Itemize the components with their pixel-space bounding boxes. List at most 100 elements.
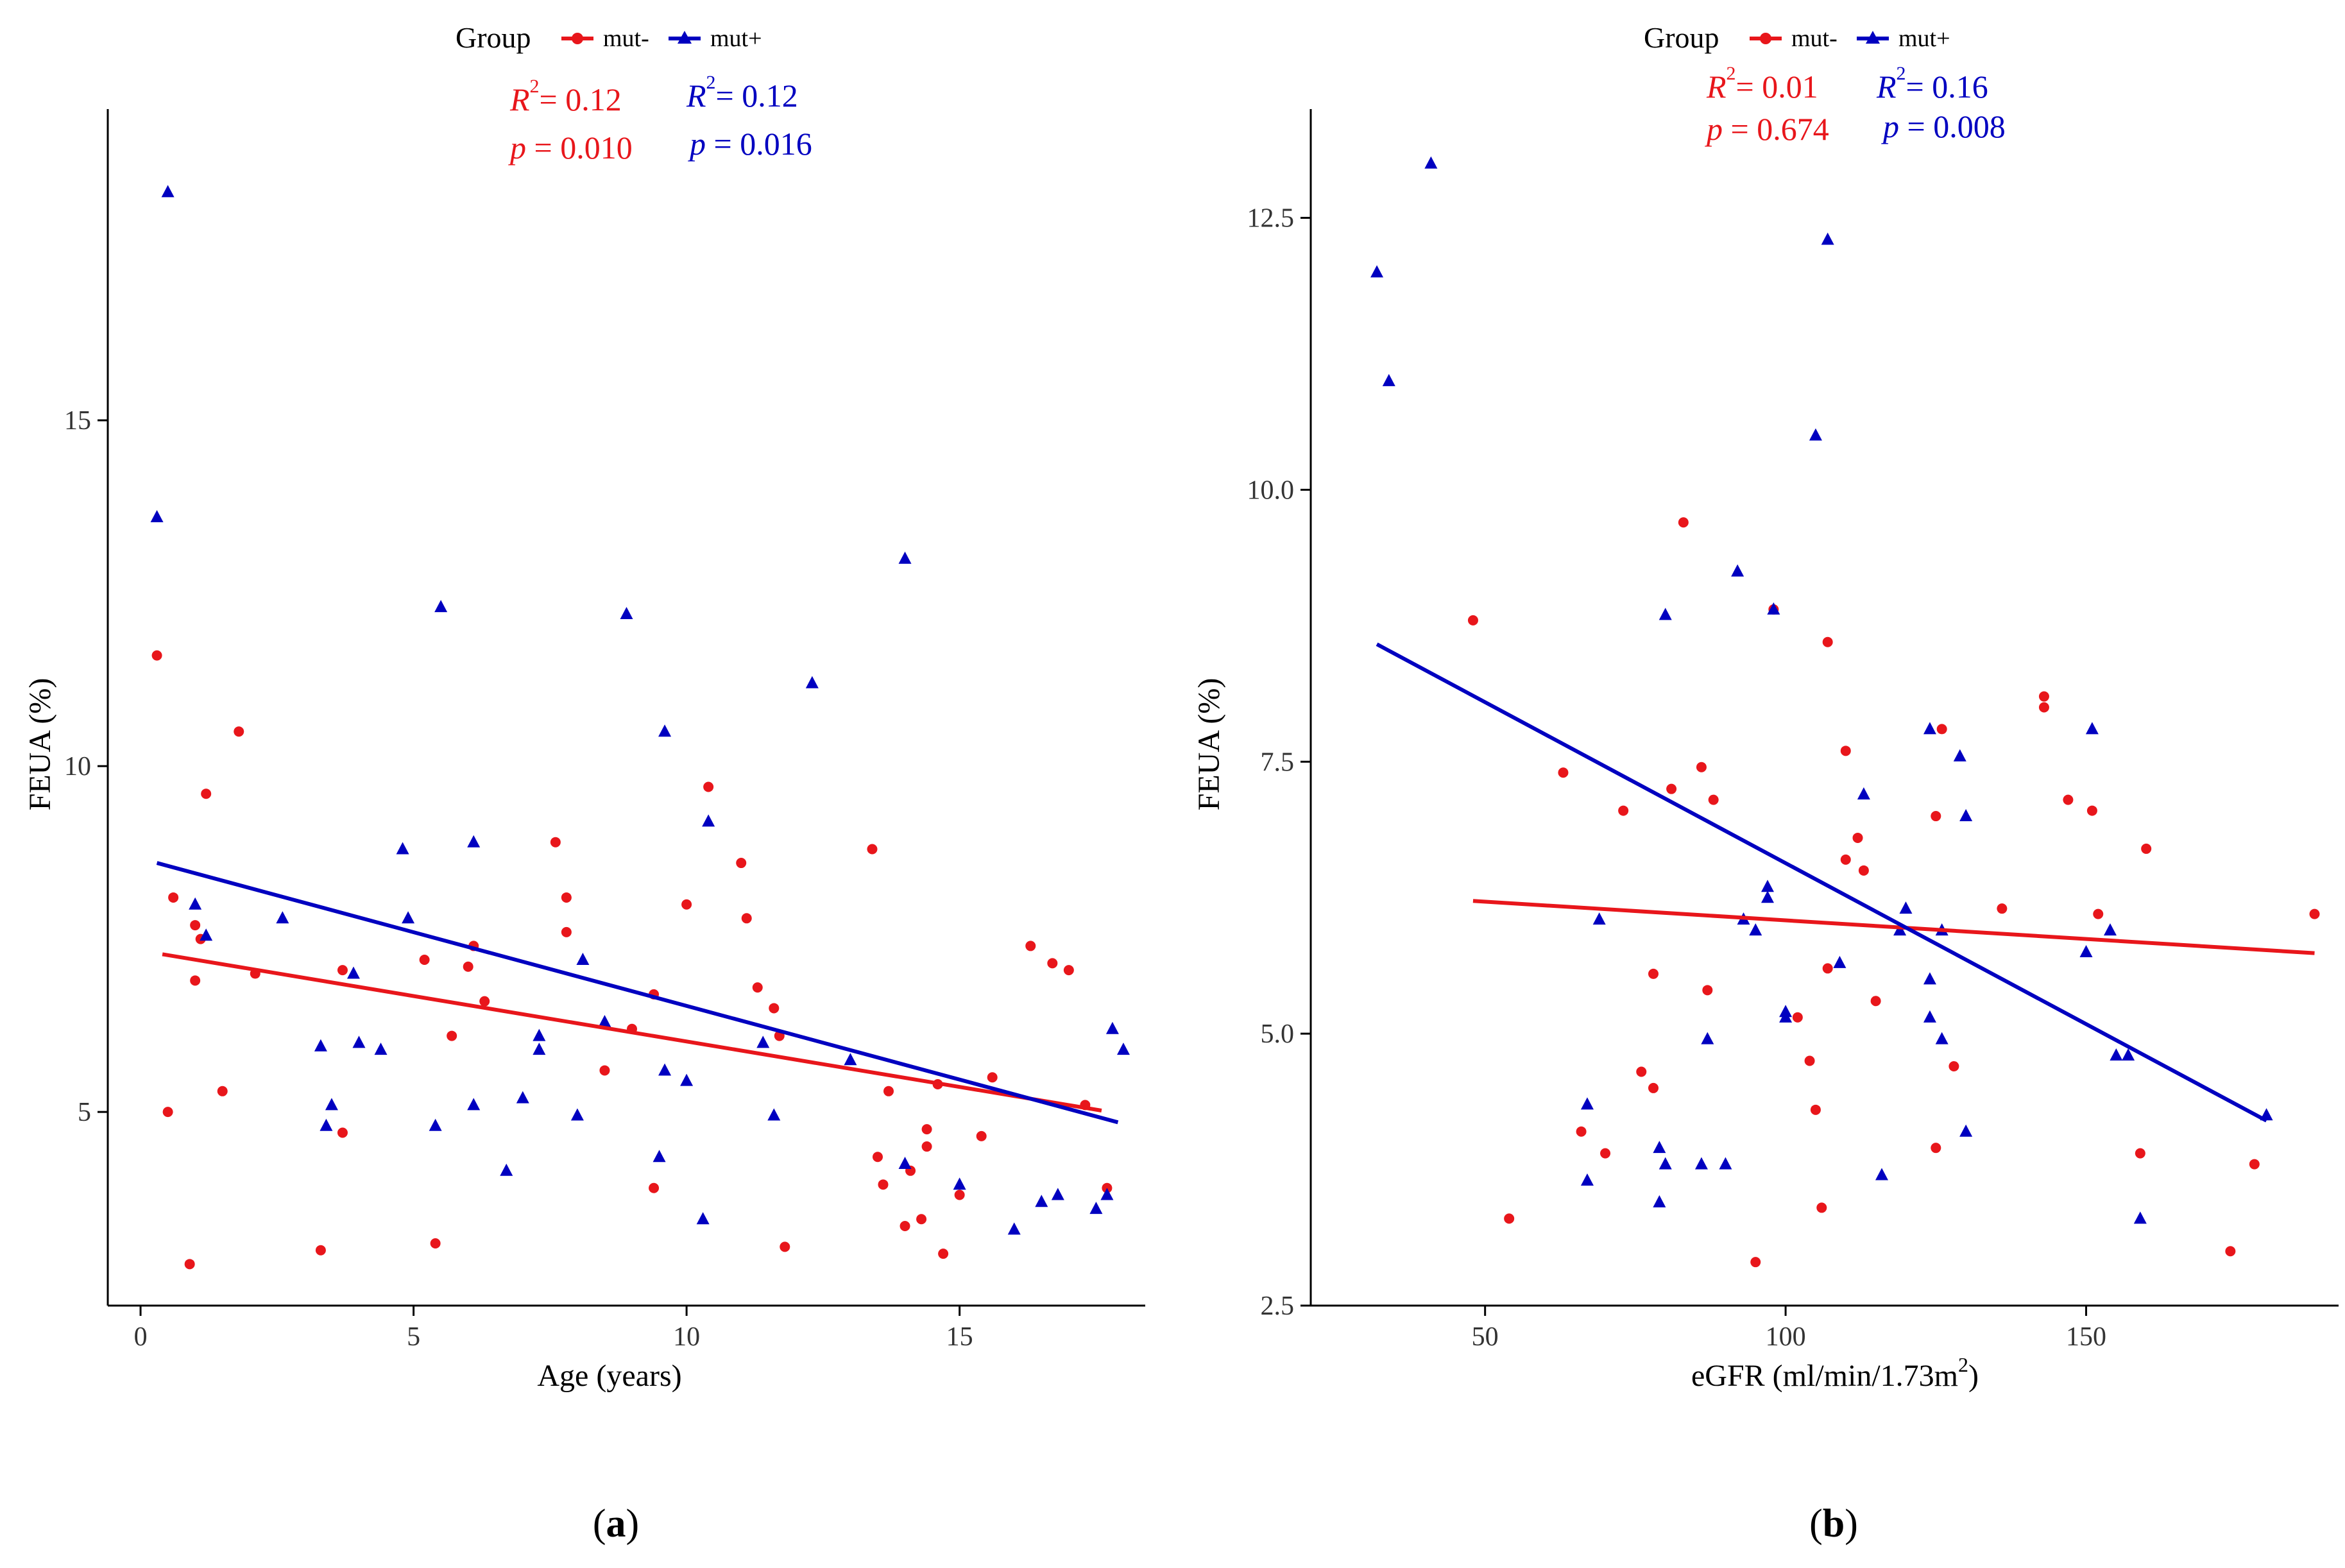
point-mut-plus-b — [1833, 955, 1846, 968]
point-mut-minus-b — [1840, 854, 1851, 865]
point-mut-plus-a — [756, 1035, 770, 1048]
point-mut-minus-a — [184, 1259, 195, 1270]
point-mut-plus-a — [570, 1108, 584, 1121]
point-mut-minus-a — [872, 1152, 883, 1163]
point-mut-minus-a — [736, 858, 747, 869]
point-mut-plus-b — [1761, 891, 1774, 903]
r2-label-mut-minus-b: R2= 0.01 — [1706, 63, 1818, 105]
x-tick-label-b: 50 — [1472, 1322, 1499, 1352]
point-mut-plus-b — [1779, 1010, 1793, 1023]
point-mut-minus-a — [463, 961, 473, 972]
p-value-mut-minus-a: = 0.010 — [534, 130, 633, 166]
x-tick-label-b: 100 — [1766, 1322, 1806, 1352]
x-axis-title-b-main: eGFR (ml/min/1.73m — [1691, 1359, 1958, 1393]
point-mut-plus-b — [1592, 912, 1606, 925]
point-mut-plus-a — [150, 510, 164, 523]
point-mut-plus-a — [189, 897, 202, 910]
y-tick-label-b: 2.5 — [1261, 1291, 1295, 1321]
point-mut-minus-b — [1997, 903, 2008, 914]
point-mut-plus-a — [658, 1063, 672, 1076]
point-mut-plus-a — [396, 842, 409, 855]
point-mut-minus-a — [447, 1030, 457, 1041]
legend-label-mut-plus-a: mut+ — [710, 25, 762, 52]
point-mut-minus-b — [1870, 996, 1881, 1007]
x-axis-title-b-close: ) — [1968, 1359, 1979, 1393]
point-mut-minus-b — [2141, 843, 2152, 854]
point-mut-minus-a — [703, 781, 714, 792]
point-mut-minus-a — [162, 1107, 173, 1118]
point-mut-plus-b — [1580, 1097, 1594, 1110]
point-mut-plus-a — [576, 952, 590, 965]
point-mut-minus-b — [1648, 968, 1659, 979]
point-mut-plus-a — [500, 1163, 513, 1176]
legend-title-b: Group — [1644, 21, 1719, 54]
point-mut-plus-a — [767, 1108, 781, 1121]
point-mut-plus-b — [1719, 1157, 1732, 1170]
y-tick-label-b: 7.5 — [1261, 747, 1295, 777]
point-mut-minus-a — [752, 982, 763, 993]
point-mut-minus-b — [1810, 1104, 1821, 1115]
point-mut-minus-b — [1816, 1202, 1827, 1213]
legend-label-mut-plus-b: mut+ — [1898, 25, 1950, 52]
point-mut-minus-a — [337, 1127, 348, 1138]
point-mut-plus-a — [1051, 1188, 1064, 1200]
point-mut-plus-b — [1767, 602, 1780, 615]
point-mut-minus-a — [780, 1241, 790, 1252]
point-mut-minus-a — [954, 1189, 965, 1200]
point-mut-minus-a — [201, 788, 212, 799]
point-mut-plus-a — [161, 185, 175, 198]
point-mut-minus-b — [2225, 1246, 2236, 1257]
point-mut-minus-b — [1822, 636, 1833, 647]
y-tick-label-b: 12.5 — [1247, 204, 1295, 234]
point-mut-plus-a — [898, 1157, 912, 1170]
point-mut-plus-a — [1100, 1188, 1114, 1200]
point-mut-plus-a — [346, 966, 360, 979]
point-mut-plus-b — [1821, 232, 1834, 245]
point-mut-plus-a — [702, 814, 715, 827]
x-axis-title-b: eGFR (ml/min/1.73m2) — [1691, 1353, 1979, 1393]
point-mut-minus-b — [1467, 615, 1478, 626]
point-mut-minus-b — [1948, 1061, 1959, 1071]
point-mut-plus-b — [1923, 972, 1936, 985]
legend-label-mut-minus-b: mut- — [1791, 25, 1838, 52]
point-mut-plus-a — [402, 911, 415, 924]
point-mut-minus-b — [1708, 794, 1719, 805]
point-mut-plus-a — [429, 1118, 442, 1131]
point-mut-minus-a — [878, 1179, 889, 1190]
point-mut-minus-a — [430, 1238, 441, 1248]
point-mut-minus-a — [151, 650, 162, 661]
point-mut-minus-b — [1804, 1055, 1815, 1066]
legend-marker-mut-minus-a — [572, 33, 583, 44]
panel-label-b: (b) — [1809, 1502, 1858, 1546]
point-mut-minus-a — [419, 954, 430, 965]
legend-a: Group mut- mut+ — [456, 21, 762, 54]
point-mut-plus-b — [1580, 1173, 1594, 1186]
p-value-mut-plus-a: = 0.016 — [714, 126, 812, 162]
x-axis-title-b-sup: 2 — [1958, 1353, 1968, 1376]
point-mut-plus-b — [2079, 944, 2093, 957]
point-mut-minus-a — [561, 926, 572, 937]
fit-line-mut-plus-a — [156, 861, 1119, 1125]
point-mut-minus-b — [2038, 691, 2049, 702]
r2-label-mut-plus-a: R2= 0.12 — [686, 72, 798, 114]
point-mut-minus-a — [741, 913, 752, 924]
point-mut-plus-a — [467, 1098, 481, 1111]
y-tick-label-a: 5 — [78, 1098, 91, 1127]
point-mut-minus-a — [1025, 941, 1036, 951]
point-mut-minus-a — [867, 844, 878, 855]
point-mut-plus-b — [1959, 809, 1973, 822]
x-tick-label-a: 10 — [673, 1322, 700, 1352]
point-mut-plus-b — [1659, 608, 1672, 620]
r2-label-mut-plus-b: R2= 0.16 — [1876, 63, 1988, 105]
panel-label-a: (a) — [593, 1502, 639, 1546]
point-mut-minus-a — [681, 899, 692, 910]
point-mut-minus-a — [938, 1248, 949, 1259]
point-mut-minus-b — [1696, 762, 1707, 772]
point-mut-minus-b — [1618, 805, 1629, 816]
point-mut-minus-b — [1852, 832, 1863, 843]
point-mut-minus-a — [190, 975, 201, 986]
point-mut-plus-b — [1875, 1168, 1888, 1180]
point-mut-plus-b — [1857, 787, 1870, 800]
r2-value-mut-minus-b: = 0.01 — [1736, 69, 1818, 105]
